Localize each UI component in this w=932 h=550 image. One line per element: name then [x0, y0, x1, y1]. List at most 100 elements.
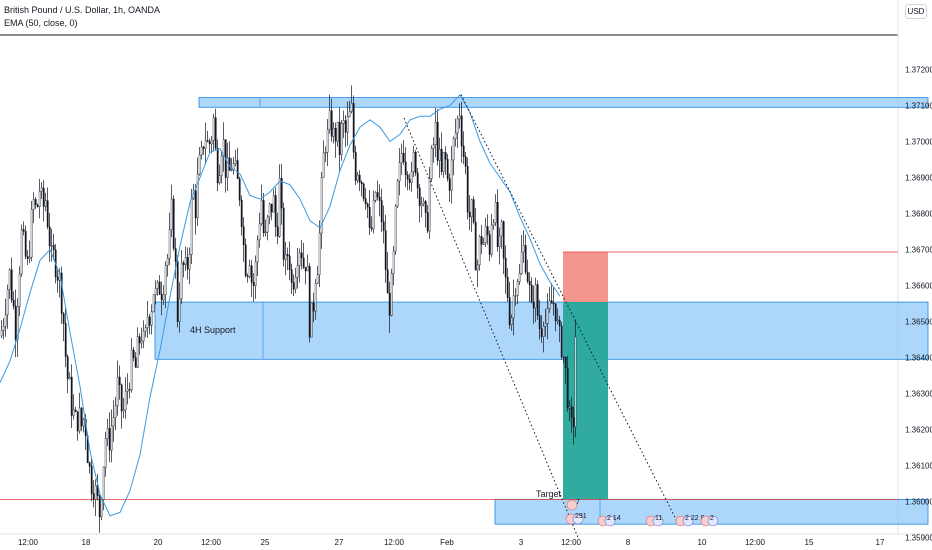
candle-body — [516, 281, 519, 296]
candle-body — [240, 199, 243, 227]
candle-body — [336, 121, 339, 142]
candle-body — [504, 258, 507, 278]
candle-body — [162, 294, 165, 301]
candle-body — [248, 265, 251, 277]
candle-body — [512, 295, 515, 319]
stop-loss-box[interactable] — [563, 252, 608, 303]
candle-body — [482, 242, 485, 245]
candle-body — [214, 117, 217, 149]
time-tick-label: 12:00 — [201, 538, 222, 547]
support-label: 4H Support — [190, 325, 236, 335]
event-flag-icon[interactable] — [652, 515, 664, 527]
price-tick-label: 1.37000 — [905, 138, 932, 147]
candle-body — [280, 177, 283, 209]
candle-body — [408, 179, 411, 183]
candle-body — [304, 267, 307, 272]
candle-body — [44, 200, 47, 207]
price-axis[interactable]: 1.37200 1.37100 1.37000 1.36900 1.36800 1.367… — [905, 66, 932, 543]
time-tick-label: 15 — [805, 538, 814, 547]
candle-body — [386, 269, 389, 294]
event-flag-icon[interactable] — [566, 499, 578, 511]
candle-body — [346, 116, 349, 133]
candle-body — [90, 466, 93, 494]
candle-body — [158, 281, 161, 295]
candle-body — [494, 201, 497, 224]
candle-body — [10, 269, 13, 301]
event-flag-icon[interactable] — [572, 513, 584, 525]
candle-body — [338, 121, 341, 155]
candle-body — [370, 227, 373, 230]
candle-body — [226, 157, 229, 178]
candle-body — [276, 226, 279, 237]
resistance-zone — [198, 97, 929, 108]
position-tool[interactable] — [563, 252, 608, 500]
price-tick-label: 1.36900 — [905, 174, 932, 183]
event-count[interactable]: 2 22 8 — [685, 515, 705, 522]
event-flag-icon[interactable] — [682, 515, 694, 527]
candle-body — [550, 300, 553, 304]
candle-body — [212, 117, 215, 141]
event-count[interactable]: 2 — [710, 515, 714, 522]
candle-body — [540, 328, 543, 337]
candle-body — [508, 297, 511, 326]
time-axis[interactable]: 12:00 18 20 12:00 25 27 12:00 Feb 3 12:00 8 10 12:00… — [18, 538, 885, 547]
candle-body — [38, 190, 41, 207]
event-count[interactable]: 11 — [655, 515, 662, 522]
candle-body — [100, 499, 103, 518]
event-count[interactable]: 7 — [576, 499, 580, 506]
candle-body — [282, 207, 285, 260]
candle-body — [308, 266, 311, 338]
candle-body — [272, 195, 275, 213]
candle-body — [148, 316, 151, 326]
annotation-labels: 4H Support Target — [190, 325, 562, 499]
candle-body — [428, 178, 431, 232]
time-tick-label: 27 — [335, 538, 344, 547]
currency-button[interactable]: USD — [905, 4, 927, 19]
candle-body — [328, 110, 331, 130]
candle-body — [98, 495, 101, 518]
candle-body — [250, 265, 253, 283]
candle-body — [290, 269, 293, 283]
time-tick-label: 20 — [154, 538, 163, 547]
candle-body — [356, 174, 359, 181]
candle-body — [50, 244, 53, 247]
candle-body — [8, 269, 11, 290]
candle-body — [30, 209, 33, 258]
candle-body — [340, 123, 343, 155]
candle-body — [404, 161, 407, 176]
candle-body — [176, 261, 179, 322]
candle-body — [0, 330, 3, 337]
candle-body — [552, 302, 555, 305]
candle-body — [14, 306, 17, 340]
candle-body — [146, 316, 149, 328]
candle-body — [330, 110, 333, 137]
candle-body — [470, 199, 473, 218]
candle-body — [298, 252, 301, 266]
candle-body — [164, 265, 167, 295]
event-badges[interactable]: 7 291 2 14 11 2 22 8 2 — [565, 499, 719, 527]
candle-body — [564, 356, 567, 369]
candle-body — [64, 323, 67, 357]
candle-body — [430, 148, 433, 179]
candle-body — [80, 407, 83, 427]
candle-body — [270, 203, 273, 213]
candle-body — [106, 428, 109, 439]
candle-body — [544, 323, 547, 327]
candle-body — [432, 144, 435, 149]
candle-body — [284, 254, 287, 260]
candle-body — [258, 223, 261, 241]
price-tick-label: 1.36300 — [905, 390, 932, 399]
candle-body — [450, 159, 453, 191]
candle-body — [394, 205, 397, 252]
event-count[interactable]: 291 — [575, 513, 587, 520]
event-flag-icon[interactable] — [604, 515, 616, 527]
event-count[interactable]: 2 14 — [607, 515, 621, 522]
event-flag-icon[interactable] — [707, 515, 719, 527]
candle-body — [48, 226, 51, 247]
candle-body — [302, 257, 305, 268]
candle-body — [342, 120, 345, 124]
candle-body — [344, 120, 347, 133]
take-profit-box[interactable] — [563, 302, 608, 500]
candle-body — [566, 367, 569, 409]
